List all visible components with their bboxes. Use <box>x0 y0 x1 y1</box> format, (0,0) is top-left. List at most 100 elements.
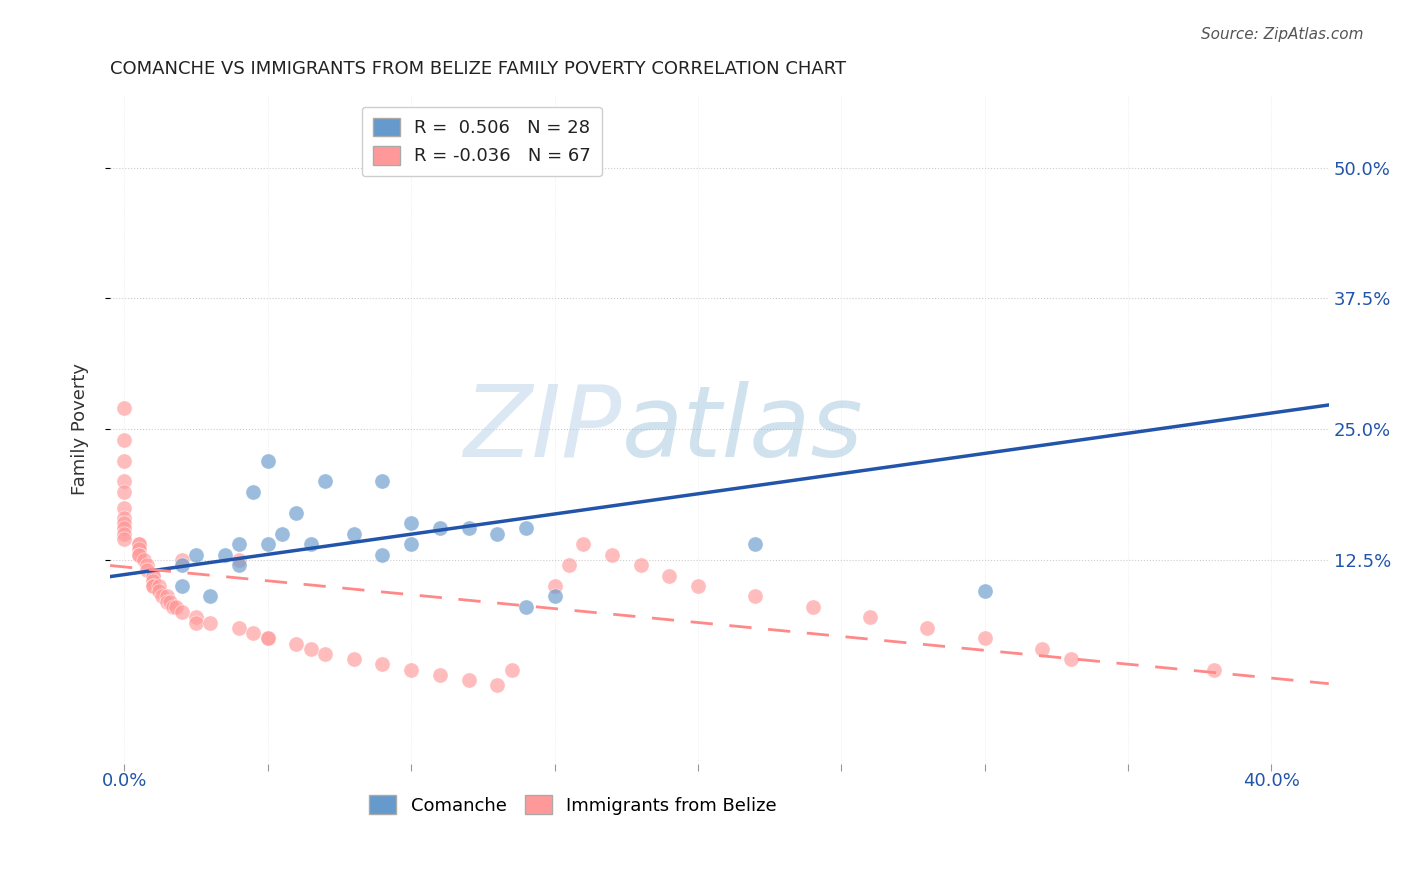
Point <box>299 537 322 551</box>
Point <box>801 599 824 614</box>
Point <box>128 548 150 562</box>
Point <box>686 579 709 593</box>
Text: Source: ZipAtlas.com: Source: ZipAtlas.com <box>1201 27 1364 42</box>
Point <box>170 579 193 593</box>
Point <box>184 615 207 630</box>
Point <box>973 632 995 646</box>
Point <box>501 663 523 677</box>
Point <box>228 558 250 573</box>
Point <box>1060 652 1083 666</box>
Point <box>515 521 537 535</box>
Point <box>228 621 250 635</box>
Point <box>112 433 135 447</box>
Point <box>399 663 422 677</box>
Point <box>148 579 170 593</box>
Point <box>142 568 165 582</box>
Point <box>543 579 565 593</box>
Point <box>112 516 135 531</box>
Point <box>128 537 150 551</box>
Point <box>136 558 159 573</box>
Point <box>1202 663 1225 677</box>
Point <box>343 526 366 541</box>
Point <box>973 584 995 599</box>
Point <box>256 537 278 551</box>
Point <box>170 605 193 619</box>
Point <box>165 599 187 614</box>
Point <box>142 574 165 588</box>
Point <box>558 558 581 573</box>
Point <box>256 453 278 467</box>
Point <box>371 548 394 562</box>
Point <box>429 668 451 682</box>
Point <box>399 537 422 551</box>
Point <box>142 579 165 593</box>
Point <box>256 632 278 646</box>
Point <box>299 641 322 656</box>
Point <box>159 595 181 609</box>
Point <box>1031 641 1053 656</box>
Text: atlas: atlas <box>621 381 863 477</box>
Point <box>572 537 595 551</box>
Point <box>150 590 173 604</box>
Point <box>112 521 135 535</box>
Point <box>744 537 766 551</box>
Point <box>630 558 652 573</box>
Point <box>184 610 207 624</box>
Point <box>271 526 294 541</box>
Y-axis label: Family Poverty: Family Poverty <box>72 363 89 495</box>
Point <box>314 475 336 489</box>
Text: 0.0%: 0.0% <box>101 772 148 790</box>
Point <box>170 553 193 567</box>
Point <box>242 626 264 640</box>
Point <box>184 548 207 562</box>
Point <box>200 615 222 630</box>
Point <box>128 548 150 562</box>
Point <box>658 568 681 582</box>
Point <box>142 579 165 593</box>
Point <box>457 521 479 535</box>
Point <box>170 558 193 573</box>
Point <box>162 599 184 614</box>
Point <box>128 537 150 551</box>
Point <box>457 673 479 687</box>
Point <box>128 542 150 557</box>
Point <box>214 548 236 562</box>
Point <box>371 657 394 672</box>
Point <box>148 584 170 599</box>
Point <box>314 647 336 661</box>
Point <box>134 553 156 567</box>
Point <box>112 500 135 515</box>
Point <box>112 526 135 541</box>
Point <box>142 568 165 582</box>
Point <box>112 401 135 416</box>
Point <box>515 599 537 614</box>
Point <box>112 475 135 489</box>
Point <box>917 621 939 635</box>
Point <box>399 516 422 531</box>
Point <box>285 636 308 650</box>
Point <box>136 563 159 577</box>
Point <box>228 537 250 551</box>
Point <box>859 610 882 624</box>
Point <box>200 590 222 604</box>
Point <box>600 548 623 562</box>
Legend: Comanche, Immigrants from Belize: Comanche, Immigrants from Belize <box>363 788 785 822</box>
Point <box>112 511 135 525</box>
Point <box>156 595 179 609</box>
Point <box>486 678 509 692</box>
Point <box>543 590 565 604</box>
Point <box>371 475 394 489</box>
Point <box>486 526 509 541</box>
Point <box>744 590 766 604</box>
Text: COMANCHE VS IMMIGRANTS FROM BELIZE FAMILY POVERTY CORRELATION CHART: COMANCHE VS IMMIGRANTS FROM BELIZE FAMIL… <box>110 60 846 78</box>
Text: ZIP: ZIP <box>464 381 621 477</box>
Point <box>429 521 451 535</box>
Point <box>343 652 366 666</box>
Text: 40.0%: 40.0% <box>1243 772 1301 790</box>
Point <box>112 453 135 467</box>
Point <box>256 632 278 646</box>
Point <box>228 553 250 567</box>
Point <box>156 590 179 604</box>
Point <box>112 484 135 499</box>
Point <box>285 506 308 520</box>
